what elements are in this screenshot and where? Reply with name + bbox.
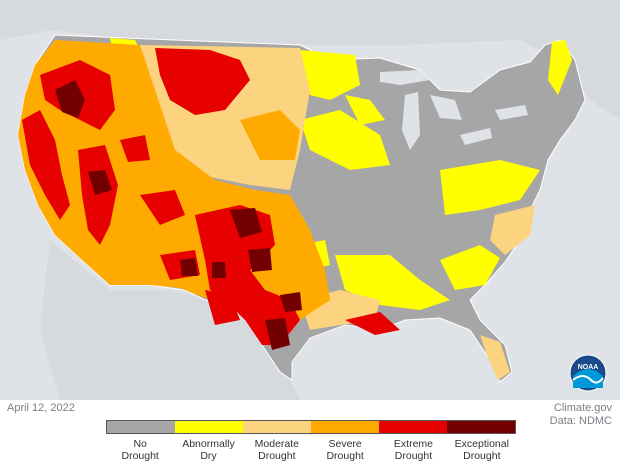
legend-label-line: Extreme: [393, 438, 434, 450]
legend-swatch-exceptional-drought: [447, 421, 515, 433]
legend-swatch-no-drought: [107, 421, 175, 433]
credit-site: Climate.gov: [553, 402, 612, 414]
legend-label-severe-drought: Severe Drought: [311, 438, 379, 462]
legend-swatch-moderate-drought: [243, 421, 311, 433]
ocean-gulf: [290, 330, 500, 400]
legend-swatch-severe-drought: [311, 421, 379, 433]
credit-source: Data: NDMC: [549, 415, 612, 427]
exceptional-drought-areas: [55, 80, 302, 350]
legend-label-extreme-drought: Extreme Drought: [379, 438, 447, 462]
mexico-land: [40, 240, 300, 400]
legend-label-line: Dry: [200, 450, 217, 462]
drought-map: [0, 0, 620, 400]
credit-block: Climate.gov Data: NDMC: [550, 402, 612, 428]
legend-label-line: Drought: [326, 450, 364, 462]
abnormally-dry-areas: [110, 38, 572, 310]
legend-label-line: Drought: [258, 450, 296, 462]
legend-label-line: No: [133, 438, 147, 450]
legend-label-no-drought: No Drought: [106, 438, 174, 462]
extreme-drought-areas: [22, 48, 400, 345]
legend-swatch-extreme-drought: [379, 421, 447, 433]
map-date: April 12, 2022: [7, 402, 75, 414]
legend-label-line: Drought: [463, 450, 501, 462]
legend-label-exceptional-drought: Exceptional Drought: [448, 438, 516, 462]
legend-swatch-abnormally-dry: [175, 421, 243, 433]
legend-label-line: Exceptional: [454, 438, 509, 450]
legend-label-moderate-drought: Moderate Drought: [243, 438, 311, 462]
legend-label-line: Moderate: [254, 438, 299, 450]
great-lakes: [380, 70, 528, 150]
legend-color-bar: [106, 420, 516, 434]
legend-label-line: Drought: [394, 450, 433, 462]
legend-label-line: Severe: [328, 438, 362, 450]
legend: No Drought Abnormally Dry Moderate Droug…: [106, 420, 516, 462]
legend-label-abnormally-dry: Abnormally Dry: [174, 438, 242, 462]
noaa-logo-icon: NOAA: [569, 354, 607, 392]
noaa-logo-text: NOAA: [578, 364, 599, 371]
canada-land: [0, 0, 620, 120]
drought-map-svg: [0, 0, 620, 400]
legend-label-line: Abnormally: [182, 438, 235, 450]
legend-labels: No Drought Abnormally Dry Moderate Droug…: [106, 438, 516, 462]
legend-label-line: Drought: [121, 450, 159, 462]
